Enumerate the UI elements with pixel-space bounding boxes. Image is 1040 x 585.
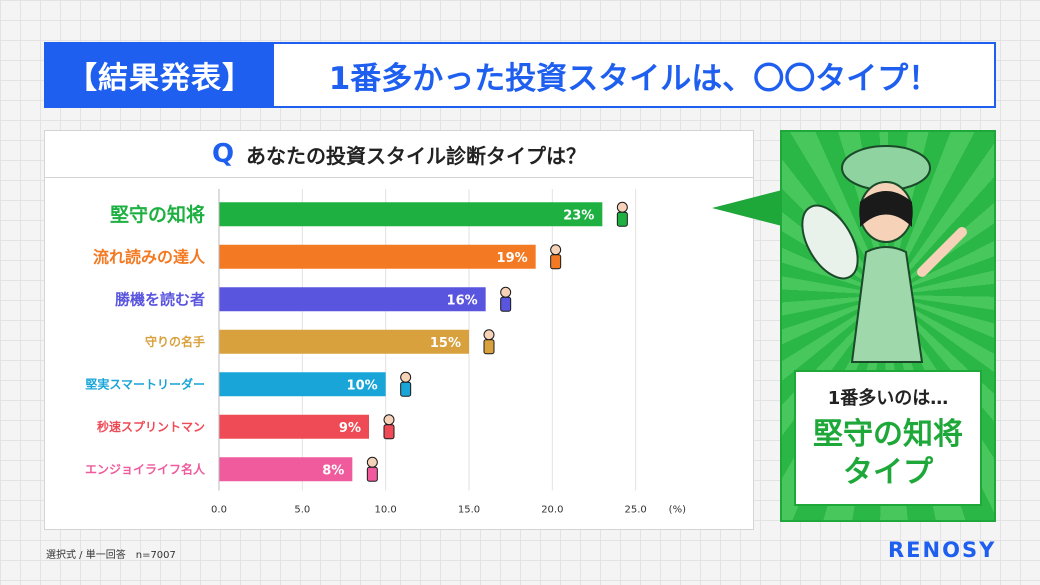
x-tick-label: 0.0 [211,505,227,516]
figure-head-icon [616,201,628,213]
chart-panel: Q あなたの投資スタイル診断タイプは？ 0.0 5.0 10.0 15.0 20.0 25… [44,130,754,530]
value-label: 15% [430,336,461,351]
result-box: 1番多いのは… 堅守の知将 タイプ [794,370,982,506]
figure-head-icon [400,371,412,383]
value-label: 10% [347,378,378,393]
bar [219,457,353,482]
figure-body-icon [483,339,495,355]
bar [219,372,386,397]
question-mark-label: Q [211,139,235,169]
category-label: 堅守の知将 [110,203,205,226]
figure-body-icon [500,296,512,312]
figure-body-icon [400,381,412,397]
category-label: エンジョイライフ名人 [85,462,206,477]
figure-head-icon [483,329,495,341]
bar [219,329,469,354]
header-title: 1番多かった投資スタイルは、〇〇タイプ！ [328,60,940,97]
bar [219,202,603,227]
x-tick-label: 10.0 [375,505,397,516]
bar [219,244,536,269]
figure-head-icon [500,286,512,298]
header-tag: 【結果発表】 [46,44,274,106]
result-panel: 1番多いのは… 堅守の知将 タイプ [780,130,996,522]
figure-body-icon [383,424,395,440]
value-label: 16% [447,293,478,308]
result-type-suffix: タイプ [843,455,933,490]
footnote: 選択式 / 単一回答 n=7007 [46,550,176,561]
x-tick-label: 15.0 [458,505,480,516]
brand-logo: RENOSY [888,538,997,562]
figure-body-icon [366,466,378,482]
question-bar: Q あなたの投資スタイル診断タイプは？ [45,131,753,178]
x-tick-label: 20.0 [541,505,563,516]
result-type-name: 堅守の知将 [813,417,963,452]
speech-pointer [712,190,782,226]
category-label: 流れ読みの達人 [93,248,206,267]
figure-body-icon [616,211,628,227]
category-label: 守りの名手 [145,334,205,349]
x-tick-label: 25.0 [625,505,647,516]
value-label: 9% [339,421,361,436]
bar-chart: 0.0 5.0 10.0 15.0 20.0 25.0 (%) 堅守の知将 23% 流れ読みの達人… [85,189,686,516]
value-label: 23% [563,208,594,223]
x-axis-unit: (%) [669,505,686,516]
figure-head-icon [550,244,562,256]
value-label: 8% [322,463,344,478]
result-lead: 1番多いのは… [827,388,949,409]
category-label: 堅実スマートリーダー [85,377,205,392]
question-text: あなたの投資スタイル診断タイプは？ [246,143,587,168]
header-banner: 【結果発表】 1番多かった投資スタイルは、〇〇タイプ！ [44,42,996,108]
figure-head-icon [366,456,378,468]
figure-head-icon [383,414,395,426]
category-label: 勝機を読む者 [115,291,205,309]
bar [219,414,369,439]
value-label: 19% [497,251,528,266]
category-label: 秒速スプリントマン [97,419,205,434]
character-illustration [801,145,967,363]
bar [219,287,486,312]
figure-body-icon [550,254,562,270]
x-tick-label: 5.0 [294,505,310,516]
